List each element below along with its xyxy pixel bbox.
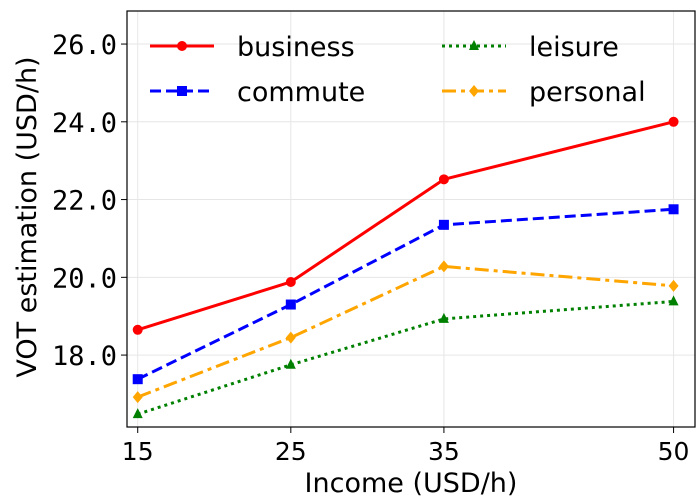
series-leisure	[132, 295, 679, 419]
x-tick-label: 50	[658, 437, 690, 466]
series-line-personal	[137, 264, 674, 399]
x-tick-label: 25	[275, 437, 307, 466]
tick-layer: 15 25 35 50 18.0 20.0 22.0 24.0 26.0	[52, 30, 690, 466]
series-commute	[132, 204, 679, 385]
x-axis-label: Income (USD/h)	[305, 468, 518, 499]
series-business	[132, 116, 679, 335]
data-point-business	[132, 324, 143, 335]
data-point-leisure	[132, 408, 143, 419]
legend: business commute leisure personal	[150, 32, 646, 108]
legend-item-business: business	[150, 32, 355, 63]
data-point-commute	[438, 219, 449, 230]
data-point-leisure	[668, 295, 679, 306]
data-point-commute	[285, 299, 296, 310]
legend-marker	[177, 41, 187, 51]
legend-item-commute: commute	[150, 77, 365, 108]
series-line-business	[137, 120, 674, 332]
y-tick-label: 26.0	[52, 30, 117, 61]
data-point-personal	[438, 260, 449, 273]
y-tick-label: 18.0	[52, 341, 117, 372]
y-tick-label: 22.0	[52, 186, 117, 217]
legend-label: personal	[529, 77, 646, 108]
legend-marker	[469, 85, 479, 97]
data-point-commute	[132, 374, 143, 385]
data-point-business	[285, 276, 296, 287]
data-point-personal	[285, 331, 296, 344]
legend-item-personal: personal	[442, 77, 646, 108]
grid-layer	[127, 11, 695, 427]
data-point-leisure	[438, 312, 449, 323]
series-line-commute	[137, 207, 674, 381]
data-point-business	[668, 116, 679, 127]
series-personal	[132, 260, 679, 404]
y-tick-label: 24.0	[52, 108, 117, 139]
data-point-business	[438, 174, 449, 185]
legend-marker	[469, 40, 479, 50]
x-tick-label: 15	[122, 437, 154, 466]
data-point-personal	[668, 279, 679, 292]
legend-marker	[177, 86, 187, 96]
series-line-leisure	[137, 299, 674, 416]
x-tick-label: 35	[428, 437, 460, 466]
data-point-leisure	[285, 358, 296, 369]
data-point-personal	[132, 391, 143, 404]
data-point-commute	[668, 204, 679, 215]
legend-item-leisure: leisure	[442, 32, 619, 63]
y-tick-label: 20.0	[52, 263, 117, 294]
legend-label: commute	[237, 77, 365, 108]
legend-label: business	[237, 32, 355, 63]
legend-label: leisure	[529, 32, 619, 63]
y-axis-label: VOT estimation (USD/h)	[12, 56, 43, 377]
plot-frame	[126, 10, 696, 428]
series-layer	[132, 116, 679, 419]
